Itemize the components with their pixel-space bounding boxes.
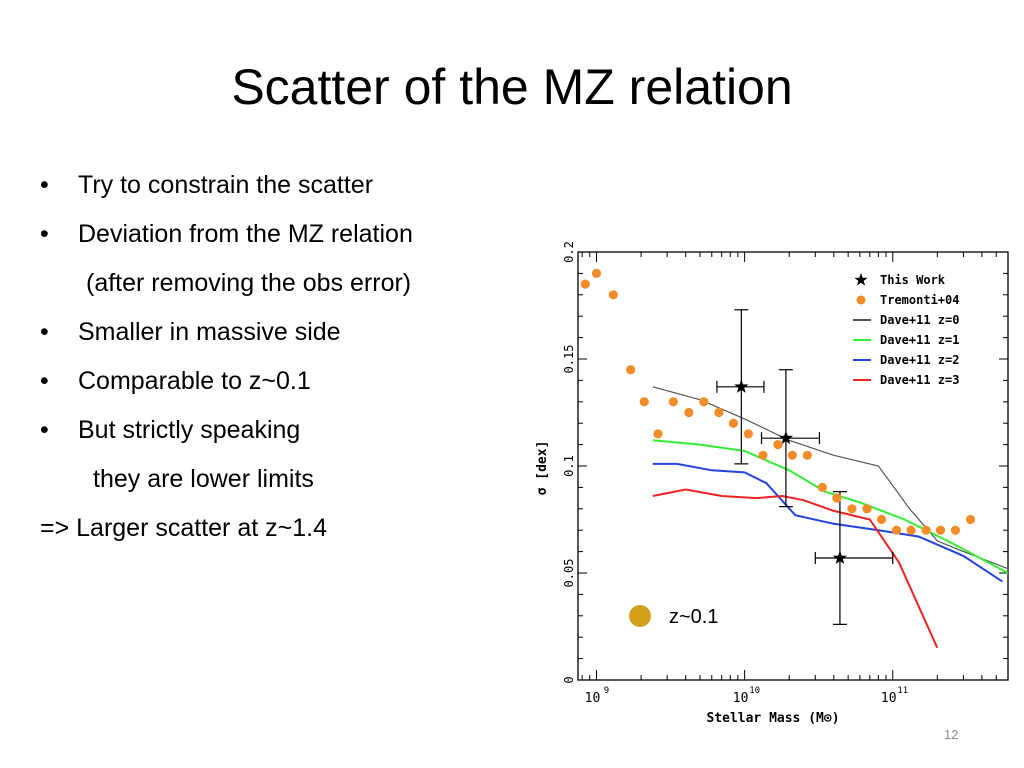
x-tick-exponent: 10 — [749, 686, 760, 696]
legend-label: This Work — [880, 273, 946, 287]
legend-label: Dave+11 z=3 — [880, 373, 959, 387]
data-point — [906, 525, 916, 535]
data-point-star — [734, 379, 749, 393]
bullet-item: Deviation from the MZ relation — [40, 215, 413, 264]
bullet-item: Comparable to z~0.1 — [40, 362, 413, 411]
y-tick-label: 0 — [562, 676, 576, 683]
legend-marker — [856, 295, 866, 305]
bullet-item: (after removing the obs error) — [86, 269, 412, 297]
x-tick-exponent: 9 — [604, 686, 609, 696]
series-line — [652, 386, 1009, 570]
y-tick-label: 0.2 — [562, 241, 576, 263]
data-point — [653, 429, 663, 439]
bullet-item: they are lower limits — [93, 465, 314, 493]
x-tick-label: 10 — [881, 691, 897, 706]
bullet-item: Try to constrain the scatter — [40, 166, 413, 215]
data-point — [965, 514, 976, 525]
data-point — [668, 397, 678, 407]
x-tick-label: 10 — [733, 691, 749, 706]
legend-marker — [854, 273, 868, 286]
data-point — [921, 525, 931, 535]
data-point — [728, 418, 739, 428]
bullet-item: => Larger scatter at z~1.4 — [40, 514, 327, 542]
y-tick-label: 0.15 — [562, 345, 576, 374]
y-tick-label: 0.05 — [562, 559, 576, 588]
legend-label: Dave+11 z=2 — [880, 353, 959, 367]
data-point — [847, 504, 857, 514]
data-point — [935, 525, 946, 535]
annotation-marker — [629, 605, 651, 627]
series-line — [652, 488, 939, 649]
data-point — [891, 525, 902, 535]
data-point — [802, 450, 812, 460]
data-point — [684, 407, 694, 418]
data-point — [950, 525, 961, 535]
data-point-star — [778, 430, 794, 445]
slide-title: Scatter of the MZ relation — [231, 59, 793, 115]
data-point — [699, 397, 709, 407]
data-point — [758, 450, 768, 460]
y-axis-label: σ [dex] — [535, 441, 550, 496]
data-point — [591, 268, 602, 278]
data-point — [608, 290, 618, 300]
data-point — [626, 365, 636, 375]
data-point-star — [832, 550, 848, 565]
data-point — [862, 504, 872, 514]
data-point — [787, 450, 797, 460]
data-point — [743, 429, 753, 439]
data-point — [714, 407, 724, 418]
legend-label: Dave+11 z=1 — [880, 333, 959, 347]
bullet-item: But strictly speaking — [40, 411, 413, 460]
data-point — [773, 440, 783, 450]
annotation-label: z~0.1 — [669, 606, 718, 628]
x-axis-label: Stellar Mass (M⊙) — [706, 711, 839, 726]
page-number: 12 — [944, 727, 959, 742]
data-point — [639, 397, 649, 407]
legend-label: Dave+11 z=0 — [880, 313, 959, 327]
y-tick-label: 0.1 — [562, 455, 576, 477]
series-line — [652, 439, 1009, 574]
data-point — [832, 493, 842, 503]
x-tick-label: 10 — [585, 691, 601, 706]
data-point — [876, 514, 887, 525]
bullet-item: Smaller in massive side — [40, 313, 413, 362]
data-point — [580, 279, 590, 289]
legend-label: Tremonti+04 — [880, 293, 959, 307]
data-point — [817, 482, 827, 492]
x-tick-exponent: 11 — [897, 686, 908, 696]
series-line — [652, 462, 1003, 583]
bullet-list: Try to constrain the scatterDeviation fr… — [40, 166, 413, 558]
